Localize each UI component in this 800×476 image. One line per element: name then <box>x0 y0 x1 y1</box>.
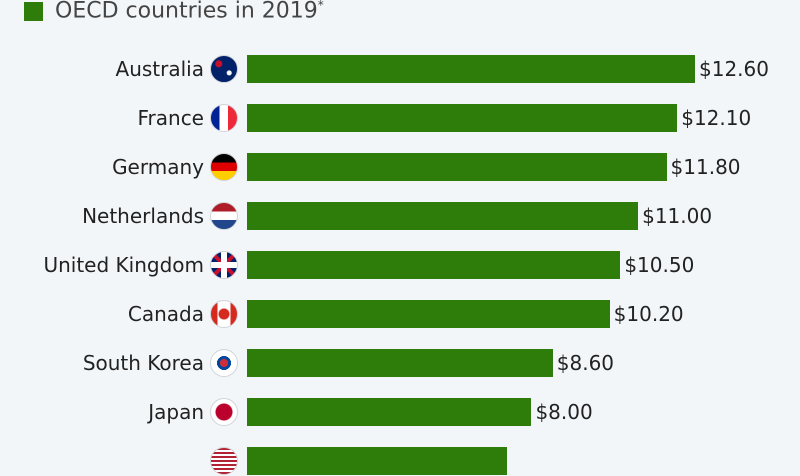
data-label: $8.60 <box>556 351 615 375</box>
bar <box>247 153 667 181</box>
data-label: $10.50 <box>624 253 695 277</box>
category-label: France <box>137 106 204 130</box>
bar <box>247 300 610 328</box>
legend-label: OECD countries in 2019* <box>55 0 324 24</box>
bar-row: Netherlands $11.00 <box>0 201 800 231</box>
bar-row: France $12.10 <box>0 103 800 133</box>
bar-row: Australia $12.60 <box>0 54 800 84</box>
category-label: Canada <box>127 302 204 326</box>
legend-text: OECD countries in 2019 <box>55 0 318 24</box>
bar <box>247 104 678 132</box>
data-label: $11.00 <box>642 204 713 228</box>
bar-row: Canada $10.20 <box>0 299 800 329</box>
data-label: $11.80 <box>670 155 741 179</box>
category-label: South Korea <box>82 351 204 375</box>
flag-south-korea-icon <box>210 349 238 377</box>
bar <box>247 398 532 426</box>
data-label: $12.10 <box>681 106 752 130</box>
category-label: Germany <box>112 155 204 179</box>
category-label: Netherlands <box>82 204 204 228</box>
bar-row: Germany $11.80 <box>0 152 800 182</box>
legend-swatch <box>24 1 43 21</box>
flag-france-icon <box>210 104 238 132</box>
category-label: Australia <box>115 57 204 81</box>
bar <box>247 447 507 475</box>
bar <box>247 251 621 279</box>
category-label: United Kingdom <box>43 253 204 277</box>
flag-usa-icon <box>210 447 238 475</box>
flag-germany-icon <box>210 153 238 181</box>
flag-canada-icon <box>210 300 238 328</box>
bar-row: Japan $8.00 <box>0 397 800 427</box>
data-label: $8.00 <box>535 400 593 424</box>
bar-row: United Kingdom $10.50 <box>0 250 800 280</box>
flag-uk-icon <box>210 251 238 279</box>
bar-row <box>0 446 800 476</box>
data-label: $10.20 <box>613 302 684 326</box>
category-label: Japan <box>148 400 204 424</box>
data-label: $12.60 <box>699 57 769 81</box>
flag-australia-icon <box>210 55 238 83</box>
flag-japan-icon <box>210 398 238 426</box>
bar <box>247 202 639 230</box>
footnote-mark: * <box>317 0 324 13</box>
bar-row: South Korea $8.60 <box>0 348 800 378</box>
bar <box>247 55 695 83</box>
legend: OECD countries in 2019* <box>24 0 324 24</box>
flag-netherlands-icon <box>210 202 238 230</box>
bar <box>247 349 553 377</box>
